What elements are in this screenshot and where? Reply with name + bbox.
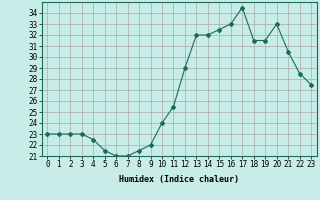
X-axis label: Humidex (Indice chaleur): Humidex (Indice chaleur) bbox=[119, 175, 239, 184]
